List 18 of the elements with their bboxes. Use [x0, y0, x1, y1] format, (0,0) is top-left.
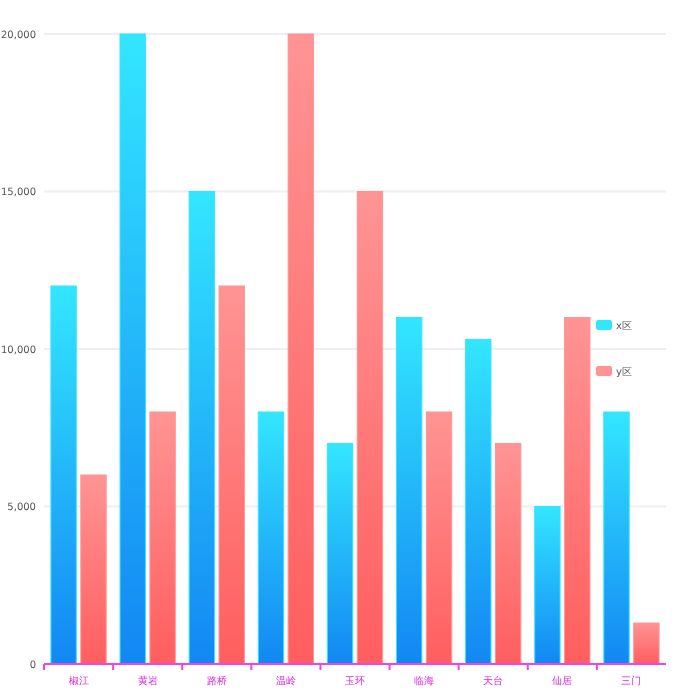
bar	[287, 33, 315, 665]
bar	[257, 411, 285, 665]
bar	[188, 191, 216, 665]
bar	[218, 285, 245, 665]
bar	[494, 443, 522, 665]
bar	[80, 474, 107, 665]
bar	[326, 443, 354, 665]
bar	[633, 622, 660, 665]
bar	[356, 191, 384, 665]
bar	[119, 33, 146, 665]
bar	[50, 285, 77, 665]
bar	[465, 339, 492, 665]
bar	[395, 317, 423, 665]
bar	[564, 317, 591, 665]
bar	[149, 411, 176, 665]
bar	[603, 411, 630, 665]
bar	[425, 411, 453, 665]
bar	[534, 506, 561, 665]
